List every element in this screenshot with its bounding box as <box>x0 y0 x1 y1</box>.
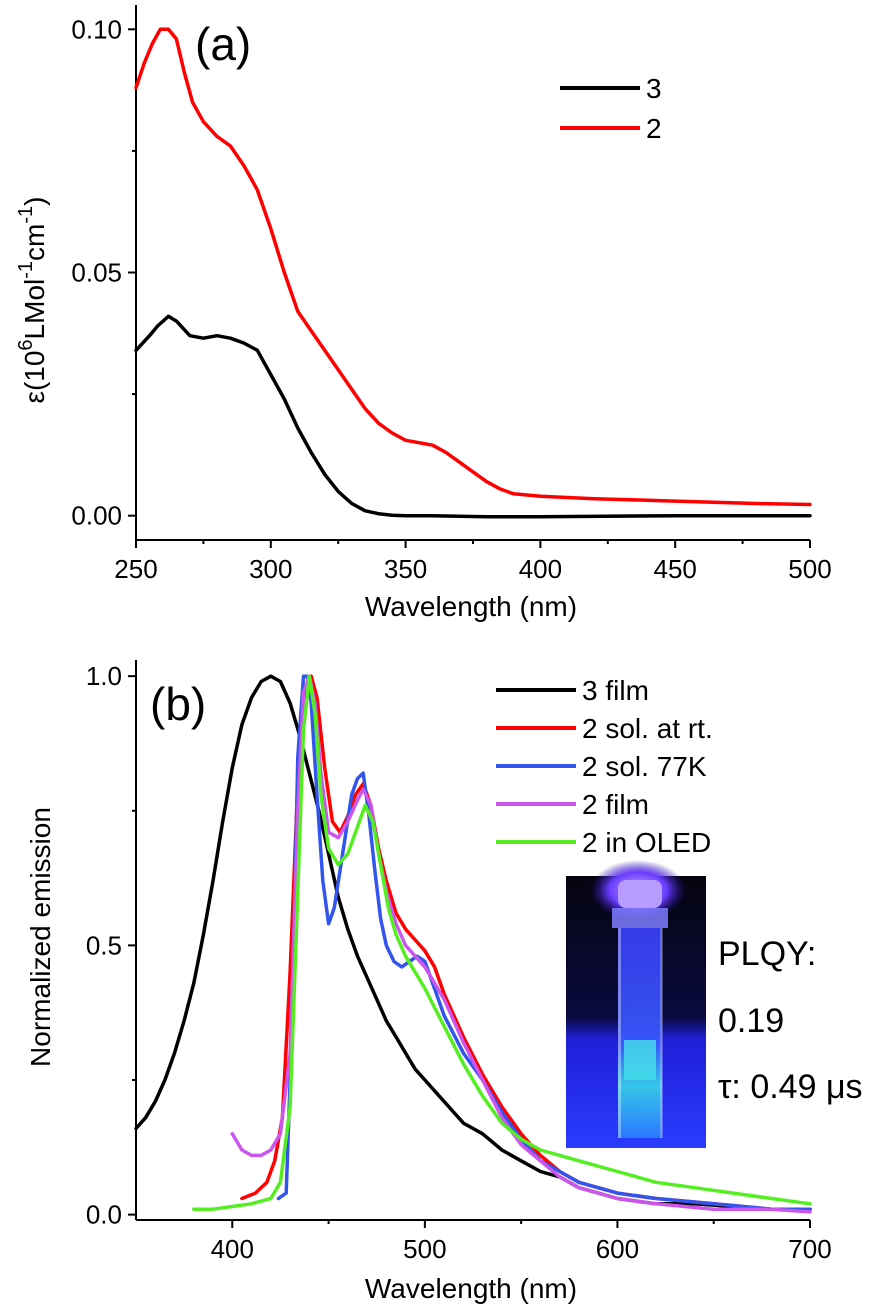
panel-b-x-tick-label: 600 <box>596 1234 639 1264</box>
panel-b-legend-label: 2 in OLED <box>582 827 711 858</box>
panel-b: (b) Wavelength (nm) Normalized emission … <box>25 660 863 1304</box>
panel-a-x-tick-label: 500 <box>788 554 831 584</box>
panel-b-y-tick-label: 0.0 <box>86 1200 122 1230</box>
panel-b-y-axis-title: Normalized emission <box>25 807 56 1067</box>
panel-a-label: (a) <box>195 18 251 70</box>
panel-b-x-tick-label: 500 <box>403 1234 446 1264</box>
panel-b-series-line-1 <box>134 674 812 1211</box>
panel-b-x-axis-title: Wavelength (nm) <box>365 1273 577 1304</box>
panel-a-y-tick-label: 0.05 <box>71 258 122 288</box>
panel-a-x-tick-label: 300 <box>249 554 292 584</box>
panel-a-plot: 250 300 350 400 450 500 0.00 0.05 0.10 3 2 <box>71 5 832 584</box>
panel-a-legend-label: 2 <box>646 113 662 144</box>
panel-b-series-line-3 <box>276 674 812 1211</box>
panel-b-legend-label: 2 sol. 77K <box>582 751 707 782</box>
panel-b-legend-label: 2 sol. at rt. <box>582 713 713 744</box>
panel-b-legend-label: 3 film <box>582 675 649 706</box>
panel-b-series-line-5 <box>192 674 812 1211</box>
panel-b-x-tick-label: 700 <box>788 1234 831 1264</box>
panel-a-x-axis-title: Wavelength (nm) <box>365 591 577 622</box>
panel-a-x-tick-label: 400 <box>519 554 562 584</box>
lifetime-label: τ: 0.49 μs <box>718 1068 863 1106</box>
panel-a-series-line-2 <box>134 27 812 507</box>
panel-b-legend-label: 2 film <box>582 789 649 820</box>
panel-b-plot: 400 500 600 700 0.0 0.5 1.0 3 film 2 sol. at rt.… <box>86 660 832 1264</box>
panel-a-y-tick-label: 0.10 <box>71 14 122 44</box>
panel-b-y-tick-label: 0.5 <box>86 930 122 960</box>
panel-b-label: (b) <box>150 678 206 730</box>
panel-a-series-line-1 <box>134 314 812 519</box>
glowing-cuvette-photo <box>566 860 706 1148</box>
panel-b-x-tick-label: 400 <box>211 1234 254 1264</box>
panel-a: (a) Wavelength (nm) ε(106LMol-1cm-1) 250… <box>15 5 832 622</box>
plqy-value: 0.19 <box>718 1002 784 1040</box>
panel-b-y-tick-label: 1.0 <box>86 661 122 691</box>
panel-a-y-axis-title: ε(106LMol-1cm-1) <box>15 196 50 403</box>
plqy-label: PLQY: <box>718 935 816 973</box>
panel-a-x-tick-label: 450 <box>654 554 697 584</box>
panel-a-x-tick-label: 350 <box>384 554 427 584</box>
panel-a-legend-label: 3 <box>646 73 662 104</box>
panel-a-x-tick-label: 250 <box>114 554 157 584</box>
panel-a-y-tick-label: 0.00 <box>71 501 122 531</box>
